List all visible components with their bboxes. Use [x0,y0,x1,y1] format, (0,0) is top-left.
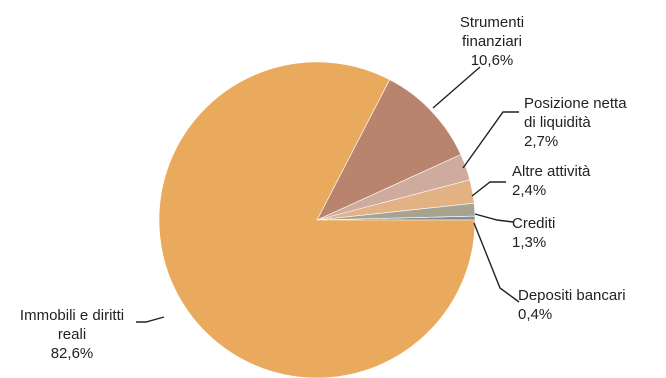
leader-line [471,181,506,197]
slice-name-line: reali [58,326,86,343]
slice-labels: Depositi bancari 0,4% Crediti 1,3% Altre att… [20,14,627,362]
slice-label: Immobili e diritti reali 82,6% [20,307,124,362]
slice-value-label: 0,4% [518,306,552,323]
slice-label: Posizione netta di liquidità 2,7% [524,95,627,150]
slice-name-line: Strumenti [460,14,524,31]
slice-label: Depositi bancari 0,4% [518,287,626,323]
slice-name-line: Crediti [512,215,555,232]
slice-name-line: Altre attività [512,163,591,180]
slice-value-label: 82,6% [51,345,94,362]
leader-line [432,66,481,109]
pie-slice-immobili-e-diritti-reali [158,61,476,378]
pie-slice-strumenti-finanziari [316,79,462,221]
leader-line [474,213,514,223]
leader-line [462,111,519,169]
slice-name-line: di liquidità [524,114,591,131]
slice-name-line: Posizione netta [524,95,627,112]
slice-name-line: finanziari [462,33,522,50]
slice-value-label: 2,4% [512,182,546,199]
leader-lines [136,66,520,323]
slice-value-label: 1,3% [512,234,546,251]
pie-slices [158,61,476,378]
slice-label: Crediti 1,3% [512,215,555,251]
slice-name-line: Depositi bancari [518,287,626,304]
leader-line [136,316,165,323]
leader-line [473,222,520,303]
slice-label: Strumenti finanziari 10,6% [460,14,524,69]
slice-value-label: 10,6% [471,52,514,69]
slice-label: Altre attività 2,4% [512,163,591,199]
slice-value-label: 2,7% [524,133,558,150]
slice-name-line: Immobili e diritti [20,307,124,324]
